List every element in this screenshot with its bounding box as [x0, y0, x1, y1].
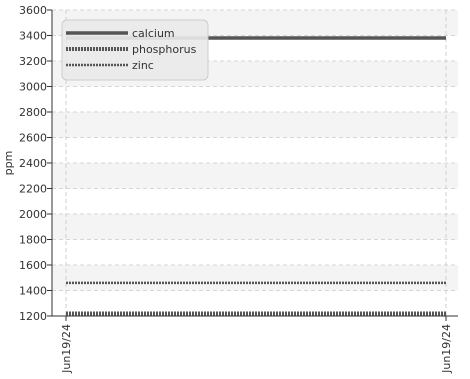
y-tick-label: 2000 — [19, 208, 47, 221]
legend[interactable]: calcium phosphorus zinc — [61, 19, 209, 81]
y-tick-label: 1200 — [19, 310, 47, 323]
y-tick-label: 1800 — [19, 234, 47, 247]
y-axis-ticks: 1200 1400 1600 1800 2000 2200 2400 2600 2800 3000… — [19, 4, 52, 323]
x-tick-label: Jun19/24 — [60, 324, 73, 374]
y-tick-label: 3200 — [19, 55, 47, 68]
y-tick-label: 2400 — [19, 157, 47, 170]
grid-band — [52, 214, 458, 240]
y-tick-label: 2800 — [19, 106, 47, 119]
legend-label-calcium: calcium — [132, 27, 175, 40]
legend-box — [61, 19, 209, 81]
y-tick-label: 1400 — [19, 285, 47, 298]
y-tick-label: 2200 — [19, 183, 47, 196]
y-axis-label: ppm — [2, 151, 15, 176]
x-axis-ticks: Jun19/24 Jun19/24 — [60, 316, 453, 374]
legend-label-zinc: zinc — [132, 59, 154, 72]
legend-label-phosphorus: phosphorus — [132, 43, 197, 56]
y-tick-label: 2600 — [19, 132, 47, 145]
x-tick-label: Jun19/24 — [440, 324, 453, 374]
grid-band — [52, 265, 458, 291]
y-tick-label: 3600 — [19, 4, 47, 17]
grid-band — [52, 112, 458, 138]
y-tick-label: 3400 — [19, 30, 47, 43]
grid-band — [52, 163, 458, 189]
y-tick-label: 1600 — [19, 259, 47, 272]
y-tick-label: 3000 — [19, 81, 47, 94]
